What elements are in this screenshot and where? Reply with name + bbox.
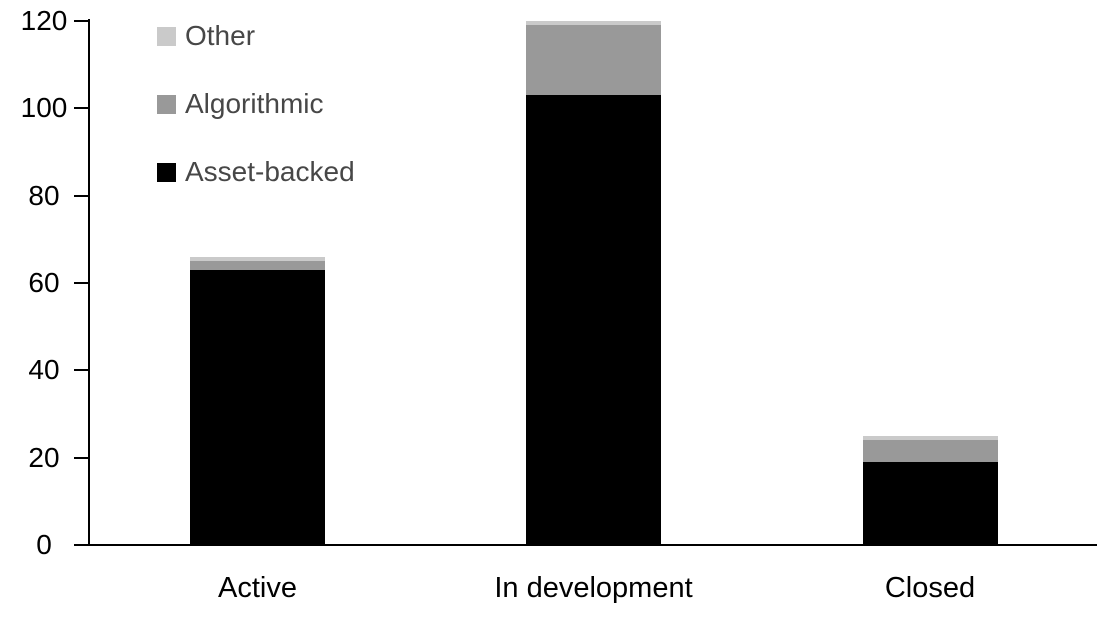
legend-item-algorithmic: Algorithmic xyxy=(157,90,355,118)
bar-closed xyxy=(862,435,998,545)
y-tick-label: 20 xyxy=(28,441,60,473)
y-tick xyxy=(74,544,89,546)
y-axis-line xyxy=(88,19,90,546)
bar-segment-asset-backed-closed xyxy=(862,462,998,545)
y-tick-label: 120 xyxy=(20,5,68,36)
bar-segment-other-closed xyxy=(862,435,998,441)
x-axis-line xyxy=(75,544,1097,546)
y-tick xyxy=(74,456,89,459)
legend-item-label: Other xyxy=(185,20,256,51)
y-tick xyxy=(74,107,89,110)
legend-swatch-icon xyxy=(157,162,176,182)
bar-segment-other-in-development xyxy=(526,21,661,26)
y-tick xyxy=(74,194,89,197)
legend-item-other: Other xyxy=(157,22,355,50)
y-tick-label: 0 xyxy=(36,529,52,560)
bar-active xyxy=(190,256,325,545)
legend-item-asset-backed: Asset-backed xyxy=(157,158,355,186)
bar-segment-algorithmic-active xyxy=(190,261,325,270)
bar-segment-asset-backed-in-development xyxy=(526,95,661,545)
x-category-label-closed: Closed xyxy=(884,572,976,604)
bar-in-development xyxy=(526,21,661,545)
bar-segment-other-active xyxy=(190,256,325,262)
y-tick xyxy=(74,20,89,22)
legend-item-label: Asset-backed xyxy=(185,156,355,187)
legend-swatch-icon xyxy=(157,94,176,114)
legend: Other Algorithmic Asset-backed xyxy=(157,22,355,226)
legend-item-label: Algorithmic xyxy=(185,88,324,119)
bar-segment-asset-backed-active xyxy=(190,269,325,545)
y-tick-label: 60 xyxy=(28,267,60,298)
y-tick-label: 100 xyxy=(20,92,68,124)
y-tick-label: 80 xyxy=(28,179,60,211)
bar-segment-algorithmic-in-development xyxy=(526,25,661,96)
bar-segment-algorithmic-closed xyxy=(862,440,998,463)
legend-swatch-icon xyxy=(157,26,176,46)
x-category-label-active: Active xyxy=(218,572,297,604)
y-tick-label: 40 xyxy=(28,354,60,386)
y-tick xyxy=(74,282,89,284)
y-tick xyxy=(74,369,89,372)
x-category-label-in-development: In development xyxy=(494,572,693,604)
